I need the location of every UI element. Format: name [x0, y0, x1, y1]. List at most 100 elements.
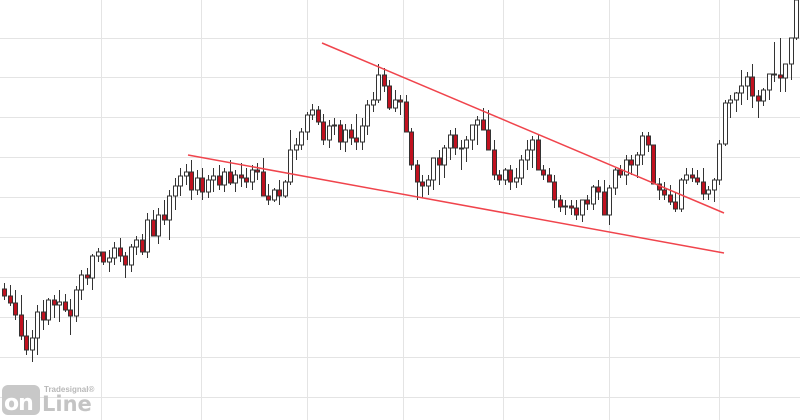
- candle: [657, 178, 662, 200]
- candle: [602, 180, 607, 216]
- candle: [151, 210, 156, 237]
- candle: [393, 90, 398, 112]
- candle: [640, 132, 645, 165]
- candle: [13, 290, 18, 320]
- candle: [387, 80, 392, 110]
- candle: [79, 270, 84, 300]
- candle: [772, 42, 777, 82]
- candle: [118, 238, 123, 262]
- candle: [624, 155, 629, 185]
- candle: [294, 138, 299, 160]
- candle: [448, 130, 453, 160]
- logo-on-text: on: [4, 391, 34, 416]
- candle: [437, 150, 442, 185]
- tradesignal-online-logo: on Tradesignal® Line: [2, 383, 112, 417]
- candle: [519, 155, 524, 185]
- candle: [338, 120, 343, 150]
- candle: [734, 92, 739, 112]
- candle: [376, 64, 381, 103]
- candle: [74, 286, 79, 322]
- candle: [536, 135, 541, 171]
- candle: [426, 175, 431, 195]
- candle: [514, 168, 519, 188]
- candle: [134, 236, 139, 255]
- trendline-upper-resistance: [321, 42, 725, 214]
- candle: [30, 330, 35, 362]
- candle: [85, 268, 90, 285]
- logo-line-text: Line: [42, 392, 92, 416]
- candle: [591, 185, 596, 210]
- candle: [613, 168, 618, 195]
- candle: [404, 95, 409, 133]
- candle: [756, 90, 761, 118]
- candle: [723, 100, 728, 146]
- candle: [354, 114, 359, 150]
- candle: [783, 63, 788, 92]
- candle: [316, 106, 321, 125]
- candle: [129, 244, 134, 272]
- candle: [728, 95, 733, 118]
- candle: [46, 298, 51, 325]
- candle: [288, 130, 293, 185]
- candle: [365, 100, 370, 135]
- trendline-lower-support: [187, 154, 725, 254]
- candle: [167, 190, 172, 240]
- candle: [277, 180, 282, 205]
- candle: [371, 92, 376, 112]
- candle: [420, 175, 425, 198]
- candle: [442, 145, 447, 178]
- candle: [101, 251, 106, 265]
- candle: [310, 104, 315, 120]
- candle: [415, 160, 420, 200]
- candle: [90, 254, 95, 290]
- candle: [618, 165, 623, 178]
- candle: [57, 290, 62, 322]
- candle: [255, 163, 260, 180]
- candle: [486, 110, 491, 151]
- candle: [739, 70, 744, 105]
- candle: [508, 165, 513, 190]
- candle: [305, 112, 310, 140]
- candle: [750, 64, 755, 108]
- candle: [563, 200, 568, 215]
- candle: [596, 180, 601, 200]
- candle: [123, 252, 128, 278]
- candle: [63, 294, 68, 312]
- candle: [646, 132, 651, 152]
- candle: [8, 285, 13, 306]
- candle: [497, 170, 502, 185]
- candle: [299, 128, 304, 150]
- candle: [492, 140, 497, 180]
- candle: [398, 95, 403, 115]
- candle: [244, 168, 249, 188]
- candle: [283, 180, 288, 198]
- candle: [778, 38, 783, 92]
- candle: [261, 158, 266, 197]
- candle: [24, 320, 29, 355]
- candle: [558, 195, 563, 212]
- candle: [321, 114, 326, 145]
- candle: [272, 188, 277, 202]
- candle: [662, 182, 667, 200]
- candle: [239, 163, 244, 187]
- candle: [162, 200, 167, 225]
- candle: [475, 116, 480, 145]
- candle: [68, 299, 73, 335]
- candle: [96, 248, 101, 262]
- candle: [360, 118, 365, 150]
- candle: [701, 168, 706, 200]
- candle: [607, 185, 612, 225]
- candle: [217, 165, 222, 190]
- candle: [706, 186, 711, 200]
- candle: [552, 175, 557, 208]
- candle: [156, 208, 161, 244]
- candle: [673, 192, 678, 212]
- candle: [547, 168, 552, 183]
- candle: [453, 128, 458, 155]
- candles: [2, 0, 799, 362]
- candle: [332, 118, 337, 135]
- candle: [761, 88, 766, 106]
- candle: [349, 124, 354, 145]
